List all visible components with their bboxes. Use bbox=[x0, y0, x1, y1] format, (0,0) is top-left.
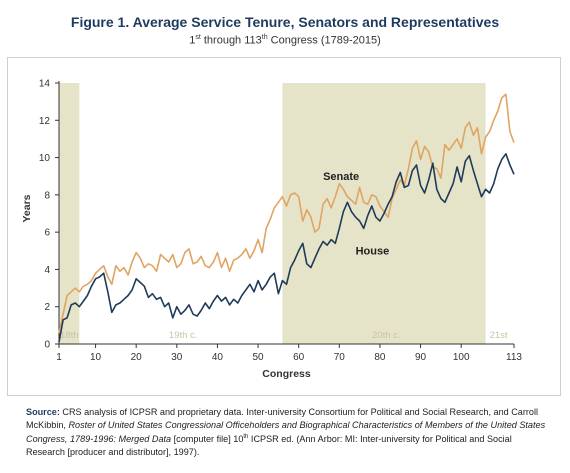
x-tick-label: 80 bbox=[374, 352, 386, 363]
source-text: [computer file] 10 bbox=[171, 434, 244, 445]
subtitle-part: Congress (1789-2015) bbox=[267, 34, 381, 47]
subtitle-part: through 113 bbox=[200, 34, 262, 47]
subtitle-sup: th bbox=[261, 34, 268, 41]
x-tick-label: 30 bbox=[171, 352, 183, 363]
x-tick-label: 40 bbox=[212, 352, 224, 363]
y-tick-label: 2 bbox=[44, 302, 50, 313]
century-label: 21st bbox=[490, 330, 508, 341]
x-tick-label: 50 bbox=[253, 352, 265, 363]
tenure-line-chart: 18th 19th c. 20th c. 21st 0 2 4 6 8 10 12 14 1 10 20 30… bbox=[21, 79, 522, 381]
subtitle-part: 1 bbox=[189, 34, 196, 47]
x-tick-label: 70 bbox=[334, 352, 346, 363]
y-axis-label: Years bbox=[21, 194, 33, 222]
y-tick-label: 8 bbox=[44, 190, 50, 201]
century-label: 18th bbox=[60, 330, 79, 341]
source-sup: th bbox=[243, 434, 249, 440]
series-line-house bbox=[58, 153, 515, 343]
source-text: CRS analysis of ICPSR and proprietary da… bbox=[26, 407, 538, 430]
x-tick-label: 90 bbox=[415, 352, 427, 363]
x-tick-label: 20 bbox=[131, 352, 143, 363]
century-label: 19th c. bbox=[169, 330, 198, 341]
source-title-italic: Roster of United States Congressional Of… bbox=[26, 419, 546, 445]
y-tick-label: 6 bbox=[44, 228, 50, 239]
chart-frame bbox=[7, 57, 561, 396]
series-label-senate: Senate bbox=[323, 171, 359, 183]
x-tick-label: 10 bbox=[90, 352, 102, 363]
century-band bbox=[59, 83, 80, 344]
x-axis-label: Congress bbox=[262, 368, 311, 380]
y-tick-label: 14 bbox=[39, 79, 51, 90]
century-label: 20th c. bbox=[372, 330, 401, 341]
source-label: Source: bbox=[26, 407, 60, 417]
series-label-house: House bbox=[356, 246, 390, 258]
subtitle-sup: st bbox=[195, 34, 201, 41]
x-tick-label: 113 bbox=[506, 352, 522, 363]
series-line-senate bbox=[58, 93, 515, 333]
y-tick-label: 4 bbox=[44, 265, 50, 276]
y-tick-label: 10 bbox=[39, 153, 51, 164]
figure-title: Figure 1. Average Service Tenure, Senato… bbox=[70, 14, 500, 30]
y-tick-label: 12 bbox=[39, 116, 51, 127]
y-tick-label: 0 bbox=[44, 340, 50, 351]
source-note: Source: CRS analysis of ICPSR and propri… bbox=[26, 406, 546, 458]
figure-subtitle: 1st through 113th Congress (1789-2015) bbox=[0, 34, 570, 47]
x-tick-label: 100 bbox=[453, 352, 470, 363]
source-text: ICPSR ed. (Ann Arbor: MI: Inter-universi… bbox=[26, 434, 512, 457]
x-tick-label: 60 bbox=[293, 352, 305, 363]
x-tick-label: 1 bbox=[56, 352, 62, 363]
